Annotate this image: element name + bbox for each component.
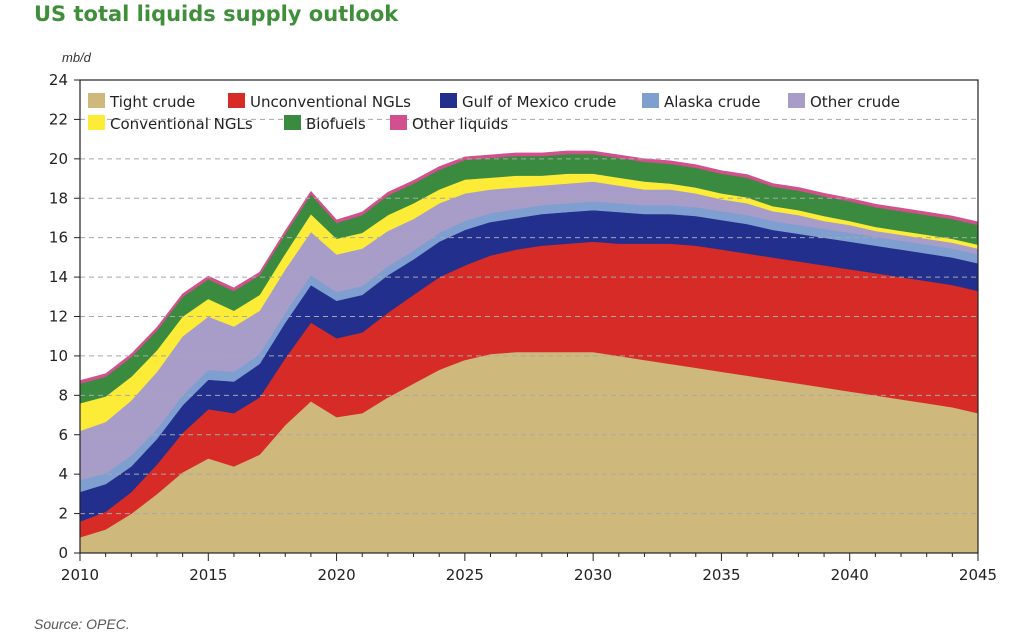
- gridlines: [80, 118, 978, 515]
- area-layers: [79, 150, 979, 554]
- source-note: Source: OPEC.: [34, 616, 130, 632]
- x-tick-label: 2015: [189, 566, 227, 584]
- y-tick-label: 20: [49, 150, 68, 168]
- y-tick-label: 8: [58, 386, 68, 404]
- y-tick-label: 24: [49, 71, 68, 89]
- legend-label-biofuels: Biofuels: [306, 115, 366, 133]
- legend-swatch-unconventional-ngls: [228, 93, 245, 108]
- x-tick-label: 2035: [702, 566, 740, 584]
- legend-swatch-tight-crude: [88, 93, 105, 108]
- y-tick-label: 10: [49, 347, 68, 365]
- legend-label-conventional-ngls: Conventional NGLs: [110, 115, 253, 133]
- legend-swatch-other-liquids: [390, 115, 407, 130]
- y-tick-label: 12: [49, 308, 68, 326]
- x-tick-label: 2030: [574, 566, 612, 584]
- y-tick-label: 22: [49, 110, 68, 128]
- legend-label-other-liquids: Other liquids: [412, 115, 508, 133]
- legend-label-gulf-of-mexico-crude: Gulf of Mexico crude: [462, 93, 616, 111]
- x-tick-label: 2040: [831, 566, 869, 584]
- legend-swatch-conventional-ngls: [88, 115, 105, 130]
- legend-swatch-gulf-of-mexico-crude: [440, 93, 457, 108]
- chart-title: US total liquids supply outlook: [34, 2, 399, 26]
- legend-label-other-crude: Other crude: [810, 93, 900, 111]
- x-tick-label: 2020: [317, 566, 355, 584]
- legend-label-tight-crude: Tight crude: [109, 93, 195, 111]
- y-tick-label: 2: [58, 505, 68, 523]
- x-tick-label: 2010: [61, 566, 99, 584]
- legend-label-unconventional-ngls: Unconventional NGLs: [250, 93, 411, 111]
- x-tick-label: 2025: [446, 566, 484, 584]
- y-tick-label: 6: [58, 426, 68, 444]
- y-axis-unit-label: mb/d: [62, 50, 91, 65]
- y-tick-label: 16: [49, 229, 68, 247]
- legend-swatch-other-crude: [788, 93, 805, 108]
- y-tick-label: 18: [49, 189, 68, 207]
- y-tick-label: 14: [49, 268, 68, 286]
- legend-swatch-biofuels: [284, 115, 301, 130]
- legend-label-alaska-crude: Alaska crude: [664, 93, 761, 111]
- y-tick-label: 4: [58, 465, 68, 483]
- legend: Tight crude Unconventional NGLs Gulf of Me…: [88, 93, 900, 133]
- legend-swatch-alaska-crude: [642, 93, 659, 108]
- x-tick-label: 2045: [959, 566, 997, 584]
- y-tick-label: 0: [58, 544, 68, 562]
